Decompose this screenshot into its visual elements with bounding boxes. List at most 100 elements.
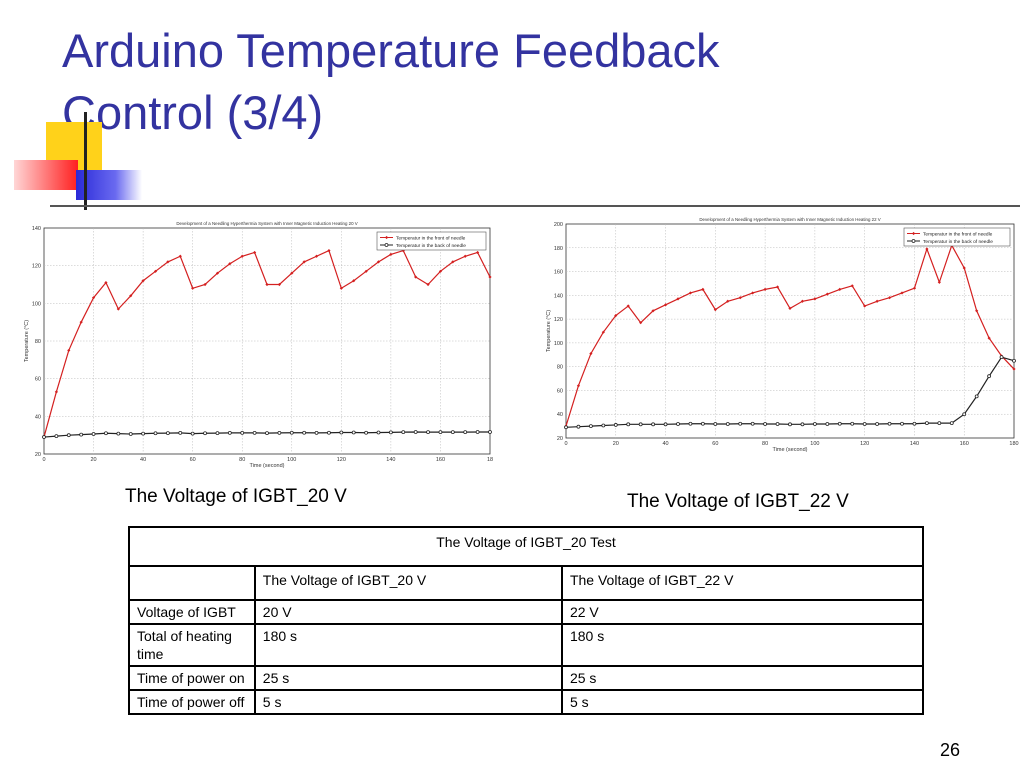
- data-point: [265, 282, 269, 287]
- x-tick-label: 60: [712, 441, 718, 447]
- legend-entry: Temperatur in the front of needle: [396, 235, 466, 241]
- data-point: [987, 374, 992, 379]
- chart-title: Development of a Needling Hyperthermia S…: [699, 217, 880, 222]
- x-tick-label: 18: [487, 457, 493, 463]
- data-point: [42, 435, 46, 439]
- data-point: [900, 421, 904, 426]
- data-point: [302, 430, 307, 435]
- slide-title: Arduino Temperature Feedback Control (3/…: [62, 20, 962, 144]
- data-point: [104, 431, 108, 436]
- data-point: [352, 279, 356, 283]
- y-tick-label: 200: [554, 222, 563, 228]
- data-point: [725, 422, 730, 426]
- data-point: [54, 434, 59, 439]
- legend-marker: [384, 243, 389, 247]
- data-point: [638, 422, 643, 427]
- data-point: [178, 254, 182, 258]
- data-point: [79, 432, 84, 437]
- legend-entry: Temperatur in the back of needle: [396, 243, 466, 249]
- data-point: [875, 422, 880, 426]
- data-point: [376, 430, 381, 435]
- data-point: [253, 250, 257, 255]
- caption-22v: The Voltage of IGBT_22 V: [627, 491, 849, 512]
- title-underline: [50, 205, 1020, 207]
- data-point: [750, 421, 755, 426]
- page-number: 26: [940, 740, 961, 760]
- chart-22v-svg: Development of a Needling Hyperthermia S…: [546, 217, 1019, 453]
- y-tick-label: 40: [35, 414, 41, 420]
- table-header-cell: The Voltage of IGBT_22 V: [560, 565, 925, 601]
- data-point: [450, 430, 455, 435]
- data-point: [738, 296, 742, 300]
- data-point: [999, 355, 1004, 360]
- x-tick-label: 60: [190, 457, 196, 463]
- data-point: [66, 433, 71, 438]
- table-cell: 20 V: [253, 599, 563, 625]
- data-point: [351, 430, 356, 435]
- data-point: [488, 430, 492, 434]
- data-point: [713, 422, 718, 426]
- data-point: [850, 421, 855, 426]
- data-point: [688, 291, 693, 295]
- data-point: [588, 424, 593, 429]
- data-point: [738, 421, 743, 426]
- table-row: Total of heating time 180 s 180 s: [128, 623, 925, 667]
- legend-marker: [385, 235, 389, 240]
- y-axis-label: Temperature (°C): [24, 320, 30, 362]
- legend-marker: [911, 239, 916, 243]
- chart-20v-svg: Development of a Needling Hyperthermia S…: [24, 221, 493, 468]
- data-point: [488, 275, 492, 279]
- legend-marker: [912, 231, 916, 236]
- data-point: [475, 430, 480, 434]
- table-row: Voltage of IGBT 20 V 22 V: [128, 599, 925, 625]
- data-point: [763, 287, 767, 291]
- data-point: [413, 430, 418, 434]
- table-cell: 5 s: [253, 689, 563, 715]
- data-point: [265, 431, 269, 435]
- plot-area: [565, 223, 1015, 439]
- data-point: [564, 425, 568, 430]
- data-point: [191, 286, 195, 290]
- data-point: [128, 432, 133, 436]
- x-tick-label: 120: [860, 441, 869, 447]
- data-point: [227, 431, 232, 435]
- table-header-cell: [128, 565, 256, 601]
- data-point: [812, 422, 817, 426]
- x-tick-label: 20: [613, 441, 619, 447]
- table-cell: Time of power off: [128, 689, 256, 715]
- y-tick-label: 80: [35, 339, 41, 345]
- y-tick-label: 120: [32, 264, 41, 270]
- data-point: [364, 430, 369, 435]
- y-tick-label: 180: [554, 246, 563, 252]
- data-point: [838, 287, 842, 291]
- data-point: [651, 422, 656, 427]
- x-tick-label: 40: [140, 457, 146, 463]
- table-cell: 180 s: [560, 623, 925, 667]
- data-point: [178, 431, 183, 435]
- data-point: [825, 422, 830, 426]
- data-point: [626, 422, 631, 427]
- data-point: [327, 430, 331, 435]
- data-point: [763, 422, 768, 426]
- y-tick-label: 140: [554, 293, 563, 299]
- data-point: [788, 422, 792, 427]
- decorative-blue-bar: [76, 170, 142, 200]
- table-cell: 25 s: [560, 665, 925, 691]
- data-point: [339, 286, 343, 290]
- x-tick-label: 100: [810, 441, 819, 447]
- x-tick-label: 120: [337, 457, 346, 463]
- legend-box: [903, 227, 1011, 247]
- y-tick-label: 140: [32, 226, 41, 232]
- data-point: [414, 275, 418, 279]
- data-point: [129, 294, 133, 298]
- data-point: [887, 296, 892, 300]
- data-point: [700, 421, 705, 426]
- data-point: [401, 430, 406, 435]
- data-point: [862, 422, 867, 426]
- data-point: [463, 430, 468, 435]
- legend-entry: Temperatur in the back of needle: [923, 239, 993, 245]
- data-point: [974, 394, 979, 399]
- data-point: [850, 284, 854, 288]
- data-point: [451, 260, 455, 264]
- table-header-cell: The Voltage of IGBT_20 V: [253, 565, 563, 601]
